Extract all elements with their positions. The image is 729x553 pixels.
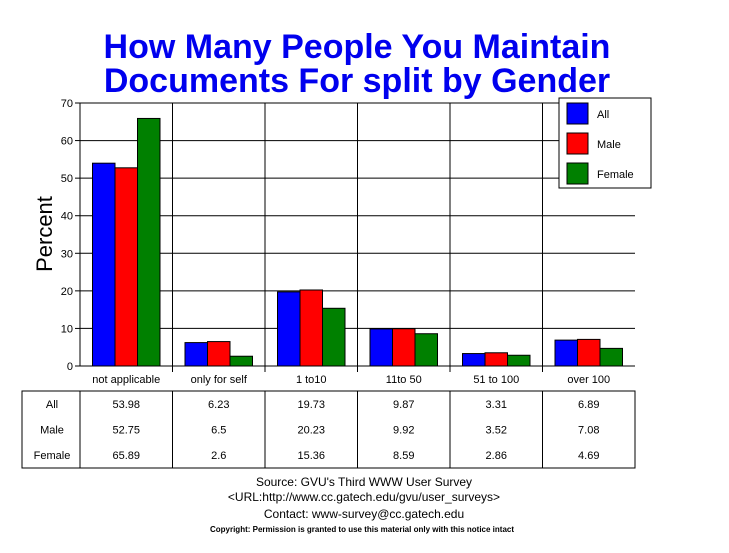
table-cell-value: 53.98: [112, 399, 140, 411]
y-tick-label: 50: [61, 173, 73, 185]
bar-all: [554, 339, 578, 367]
table-cell-value: 20.23: [297, 425, 325, 437]
legend: All Male Female: [558, 97, 652, 189]
x-tick-label: not applicable: [92, 374, 160, 386]
x-tick-label: 1 to10: [296, 374, 327, 386]
table-cell-value: 2.86: [486, 450, 507, 462]
legend-swatch-female: [566, 162, 589, 185]
contact-text: Contact: www-survey@cc.gatech.edu: [264, 507, 464, 521]
bar-male: [299, 289, 323, 367]
table-cell-value: 8.59: [393, 450, 414, 462]
table-cell-value: 6.89: [578, 399, 599, 411]
copyright-text: Copyright: Permission is granted to use …: [210, 525, 514, 534]
table-cell-value: 6.23: [208, 399, 229, 411]
bar-female: [599, 347, 623, 367]
bar-female: [322, 307, 346, 367]
table-row-label-all: All: [46, 399, 58, 411]
bars: [92, 117, 623, 367]
table-row-label-male: Male: [40, 425, 64, 437]
table-cell-value: 3.31: [486, 399, 507, 411]
x-tick-label: 51 to 100: [473, 374, 519, 386]
bar-male: [484, 352, 508, 367]
grid: [80, 102, 635, 372]
legend-label-female: Female: [597, 169, 634, 181]
y-tick-label: 60: [61, 136, 73, 148]
table-cell-value: 15.36: [297, 450, 325, 462]
bar-female: [507, 354, 531, 367]
table-cell-value: 9.92: [393, 425, 414, 437]
chart-title-line-2: Documents For split by Gender: [104, 62, 610, 100]
bar-all: [277, 291, 301, 367]
axes: 0 10 20 30 40 50 60 70 not applicable only for se…: [61, 98, 635, 386]
table-cell-value: 9.87: [393, 399, 414, 411]
bar-female: [414, 333, 438, 367]
bar-all: [369, 328, 393, 367]
table-cell-value: 52.75: [112, 425, 140, 437]
y-tick-label: 30: [61, 248, 73, 260]
source-url: <URL:http://www.cc.gatech.edu/gvu/user_s…: [228, 490, 500, 504]
data-table: All 53.98 6.23 19.73 9.87 3.31 6.89 Male 52.75 6.…: [21, 390, 636, 469]
x-tick-label: only for self: [191, 374, 248, 386]
x-tick-label: 11to 50: [386, 374, 422, 386]
table-cell-value: 19.73: [297, 399, 325, 411]
bar-male: [207, 341, 231, 367]
table-row-label-female: Female: [34, 450, 71, 462]
y-tick-label: 40: [61, 211, 73, 223]
bar-all: [92, 162, 116, 367]
legend-label-male: Male: [597, 139, 621, 151]
source-text: Source: GVU's Third WWW User Survey: [256, 475, 472, 489]
y-tick-label: 20: [61, 286, 73, 298]
legend-label-all: All: [597, 109, 609, 121]
y-tick-label: 10: [61, 323, 73, 335]
legend-swatch-male: [566, 132, 589, 155]
bar-female: [229, 355, 253, 367]
table-cell-value: 2.6: [211, 450, 226, 462]
table-border: [21, 390, 636, 469]
bar-male: [114, 167, 138, 367]
bar-male: [392, 328, 416, 367]
legend-swatch-all: [566, 102, 589, 125]
table-cell-value: 3.52: [486, 425, 507, 437]
table-cell-value: 65.89: [112, 450, 140, 462]
bar-all: [184, 342, 208, 367]
table-cell-value: 7.08: [578, 425, 599, 437]
bar-male: [577, 338, 601, 367]
y-tick-label: 70: [61, 98, 73, 110]
chart-title-line-1: How Many People You Maintain: [104, 28, 611, 66]
bar-female: [137, 117, 161, 367]
bar-all: [462, 353, 486, 367]
x-tick-label: over 100: [567, 374, 610, 386]
table-cell-value: 4.69: [578, 450, 599, 462]
table-cell-value: 6.5: [211, 425, 226, 437]
y-axis-label: Percent: [32, 196, 57, 272]
y-tick-label: 0: [67, 361, 73, 373]
